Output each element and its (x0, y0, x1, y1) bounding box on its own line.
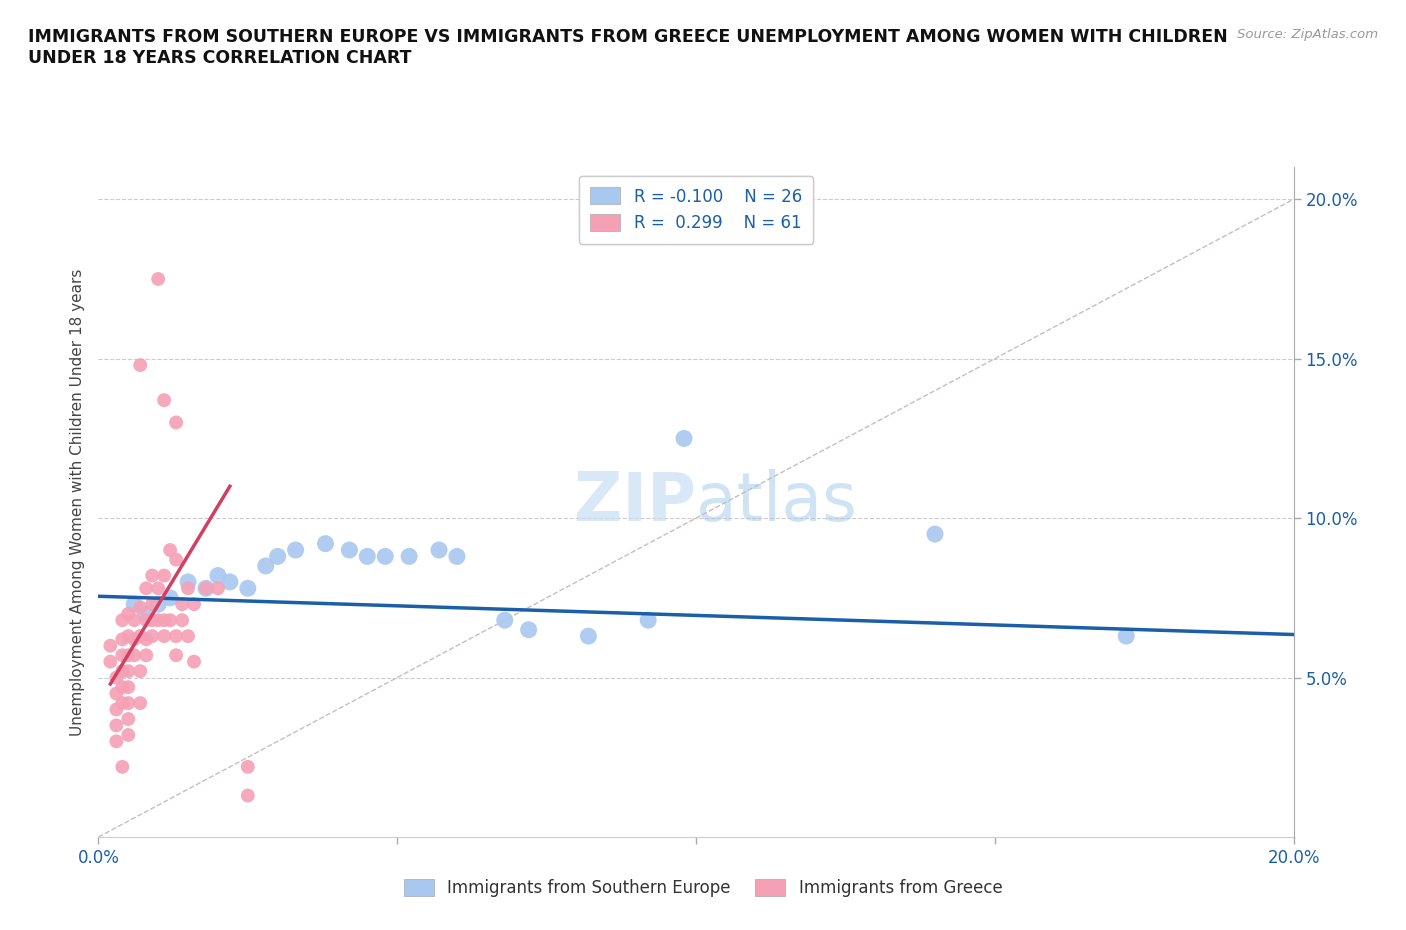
Point (105, 702, 128, 717)
Point (165, 648, 187, 663)
Text: atlas: atlas (696, 470, 856, 535)
Point (117, 606, 139, 621)
Point (195, 581, 218, 596)
Point (117, 648, 139, 663)
Point (517, 622, 540, 637)
Point (1115, 629, 1137, 644)
Point (135, 648, 157, 663)
Point (129, 696, 152, 711)
Point (111, 631, 134, 646)
Point (124, 597, 146, 612)
Text: ZIP: ZIP (574, 470, 696, 535)
Point (111, 664, 134, 679)
Point (117, 629, 139, 644)
Point (398, 549, 420, 564)
Point (141, 629, 163, 644)
Point (446, 549, 468, 564)
Point (177, 629, 200, 644)
Point (159, 542, 181, 557)
Point (195, 581, 218, 596)
Point (159, 591, 181, 605)
Point (153, 629, 176, 644)
Point (124, 613, 146, 628)
Point (129, 629, 152, 644)
Point (111, 760, 134, 775)
Point (111, 648, 134, 663)
Point (105, 734, 128, 749)
Point (135, 606, 157, 621)
Point (673, 431, 696, 445)
Text: Source: ZipAtlas.com: Source: ZipAtlas.com (1237, 28, 1378, 41)
Point (100, 654, 122, 669)
Point (254, 559, 277, 574)
Point (135, 581, 157, 596)
Point (356, 549, 378, 564)
Point (148, 613, 170, 628)
Point (165, 552, 187, 567)
Point (172, 613, 194, 628)
Point (339, 542, 360, 557)
Point (129, 600, 152, 615)
Point (183, 597, 205, 612)
Point (135, 613, 157, 628)
Point (153, 613, 176, 628)
Point (117, 696, 139, 711)
Point (111, 613, 134, 628)
Point (153, 392, 176, 407)
Point (177, 575, 200, 590)
Point (165, 629, 187, 644)
Point (111, 696, 134, 711)
Point (267, 549, 290, 564)
Point (172, 597, 194, 612)
Point (135, 631, 157, 646)
Point (148, 272, 170, 286)
Point (427, 542, 450, 557)
Point (117, 711, 139, 726)
Text: IMMIGRANTS FROM SOUTHERN EUROPE VS IMMIGRANTS FROM GREECE UNEMPLOYMENT AMONG WOM: IMMIGRANTS FROM SOUTHERN EUROPE VS IMMIG… (28, 28, 1227, 67)
Point (148, 581, 170, 596)
Point (159, 613, 181, 628)
Point (207, 568, 229, 583)
Point (105, 718, 128, 733)
Legend: Immigrants from Southern Europe, Immigrants from Greece: Immigrants from Southern Europe, Immigra… (394, 869, 1012, 908)
Point (236, 581, 259, 596)
Point (148, 597, 170, 612)
Point (219, 575, 242, 590)
Point (100, 638, 122, 653)
Point (129, 664, 152, 679)
Point (117, 664, 139, 679)
Point (315, 537, 337, 551)
Point (141, 597, 163, 612)
Y-axis label: Unemployment Among Women with Children Under 18 years: Unemployment Among Women with Children U… (70, 269, 86, 736)
Point (105, 671, 128, 685)
Point (165, 415, 187, 430)
Point (207, 581, 229, 596)
Point (124, 648, 146, 663)
Point (117, 680, 139, 695)
Point (124, 631, 146, 646)
Point (141, 568, 163, 583)
Legend: R = -0.100    N = 26, R =  0.299    N = 61: R = -0.100 N = 26, R = 0.299 N = 61 (578, 176, 814, 244)
Point (117, 727, 139, 742)
Point (924, 526, 946, 541)
Point (183, 654, 205, 669)
Point (578, 629, 600, 644)
Point (637, 613, 659, 628)
Point (111, 680, 134, 695)
Point (177, 581, 200, 596)
Point (236, 760, 259, 775)
Point (105, 686, 128, 701)
Point (129, 358, 152, 373)
Point (374, 549, 396, 564)
Point (494, 613, 516, 628)
Point (284, 542, 307, 557)
Point (141, 613, 163, 628)
Point (236, 788, 259, 803)
Point (153, 568, 176, 583)
